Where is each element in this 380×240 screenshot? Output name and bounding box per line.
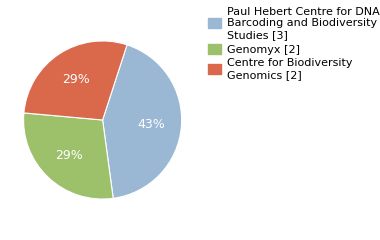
Wedge shape — [24, 113, 113, 199]
Wedge shape — [24, 41, 127, 120]
Text: 29%: 29% — [55, 149, 82, 162]
Legend: Paul Hebert Centre for DNA
Barcoding and Biodiversity
Studies [3], Genomyx [2], : Paul Hebert Centre for DNA Barcoding and… — [207, 6, 380, 81]
Wedge shape — [103, 45, 182, 198]
Text: 43%: 43% — [138, 118, 165, 131]
Text: 29%: 29% — [62, 73, 89, 86]
